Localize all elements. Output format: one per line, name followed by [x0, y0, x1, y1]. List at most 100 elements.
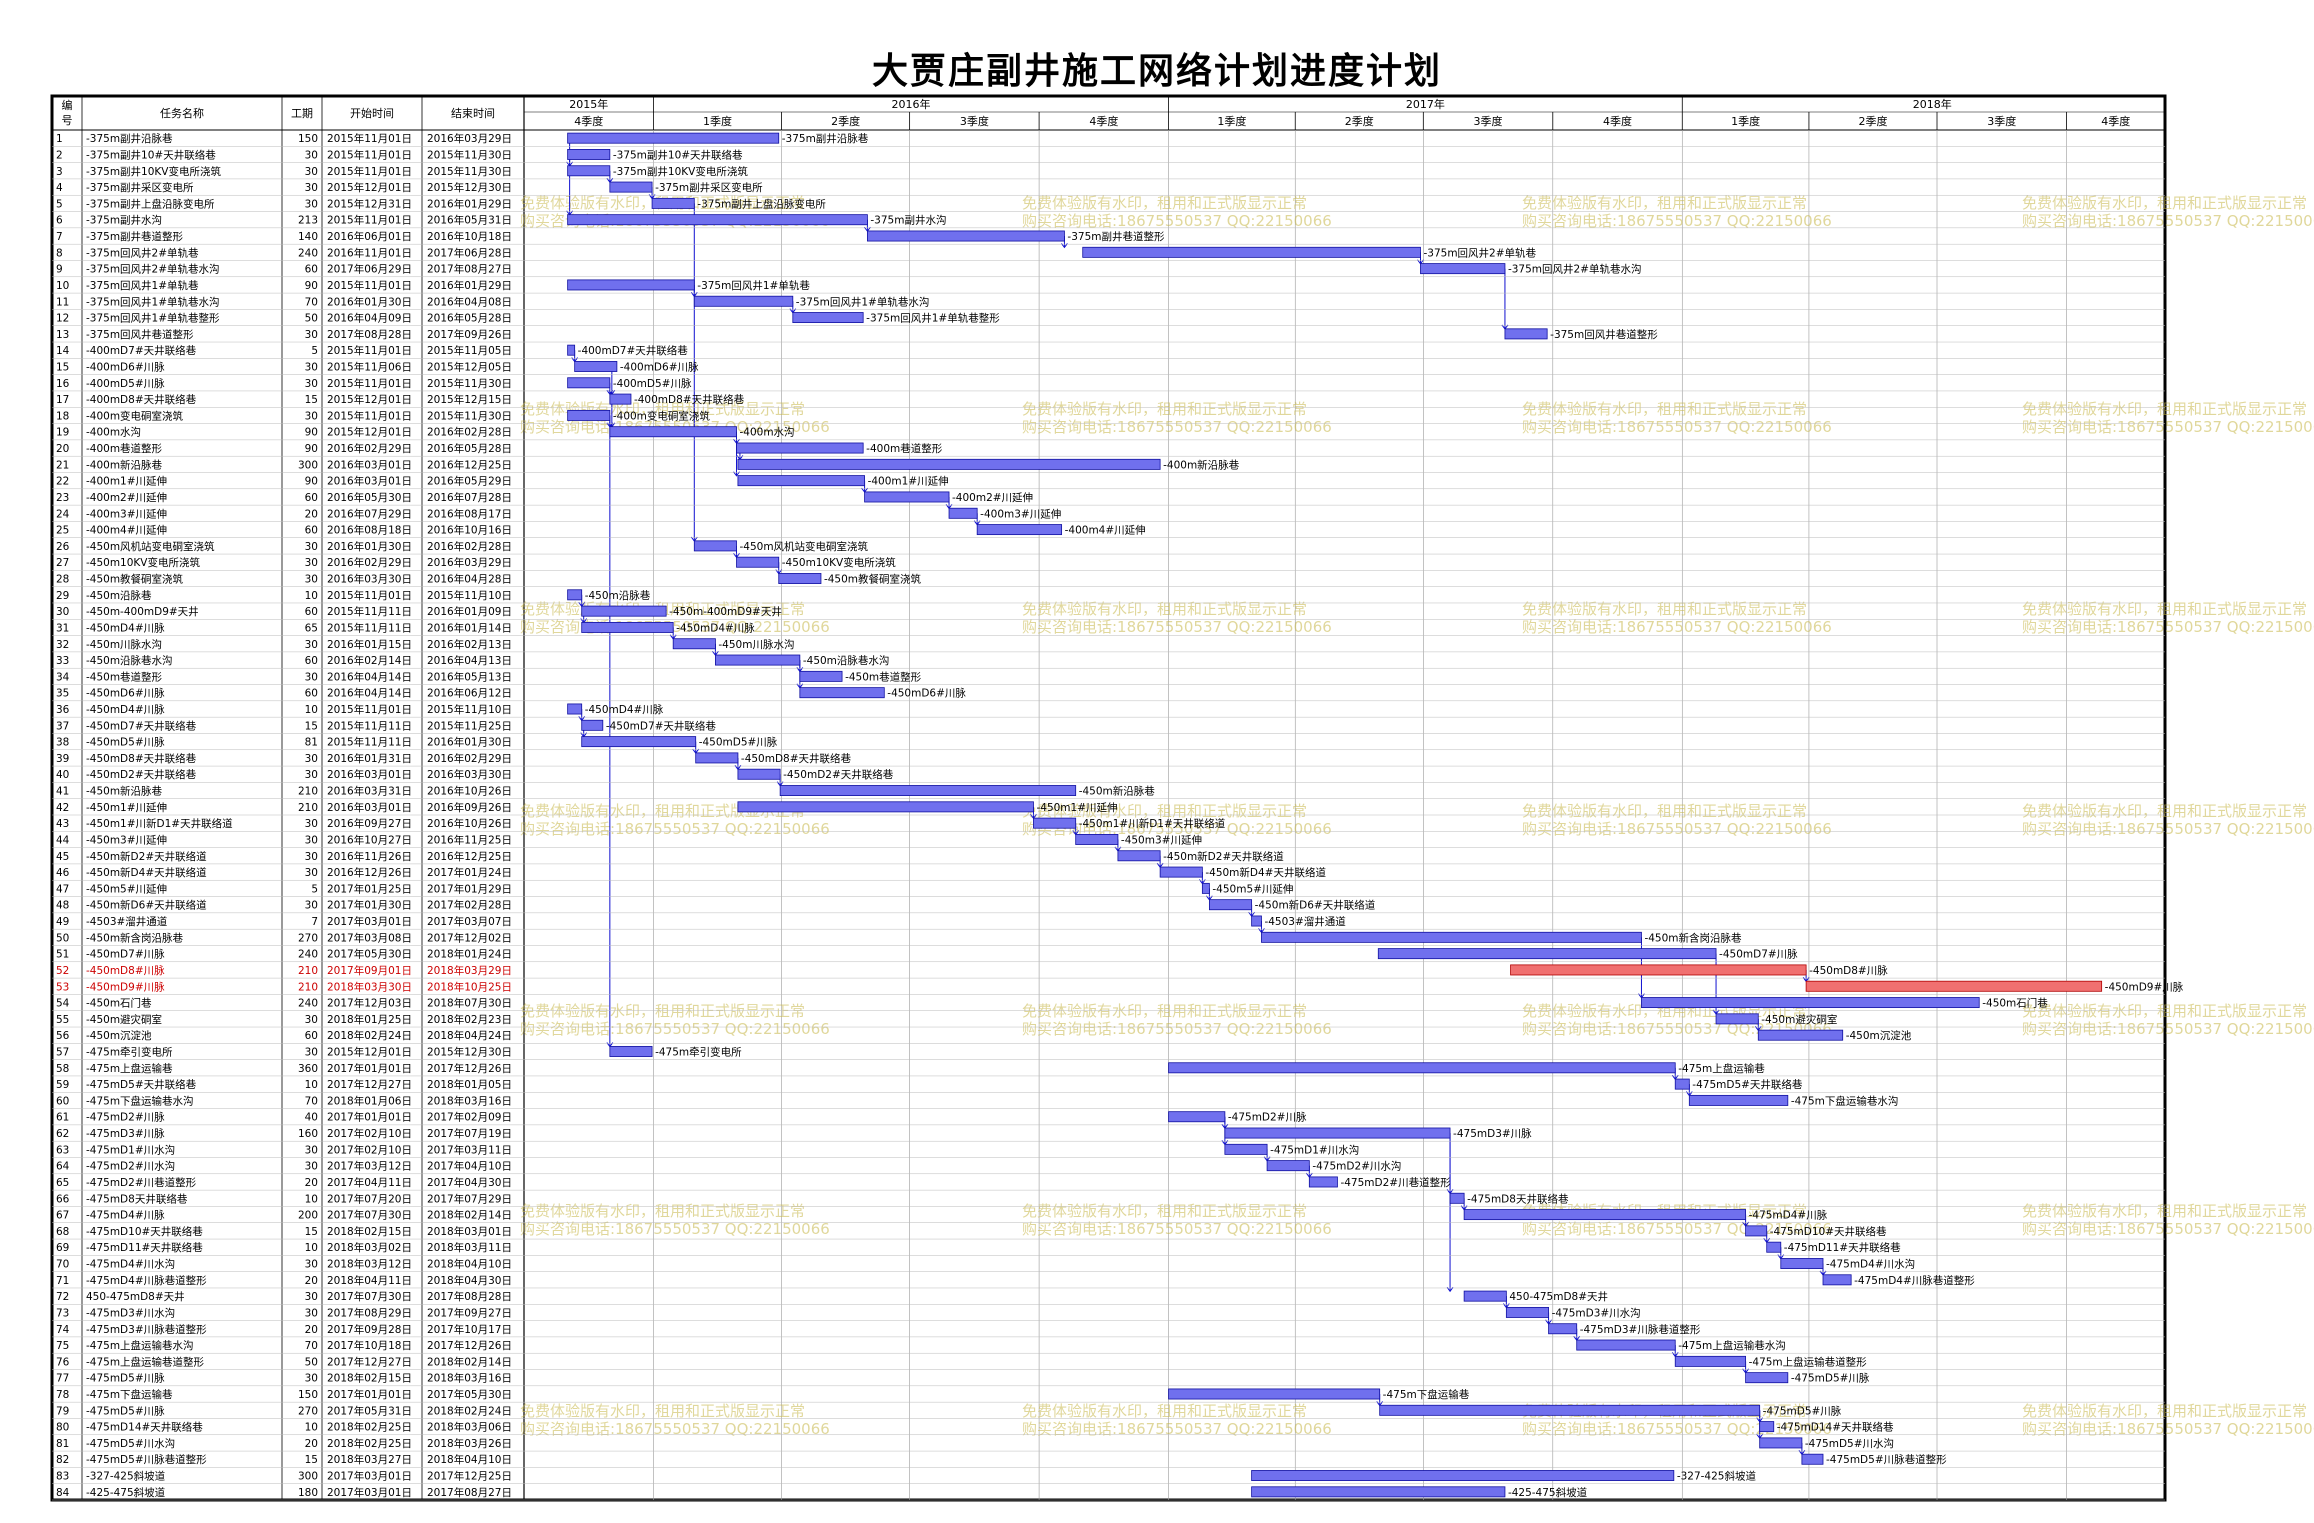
- task-name: -475mD14#天井联络巷: [86, 1421, 203, 1434]
- task-end: 2016年06月12日: [427, 687, 512, 700]
- task-end: 2017年08月27日: [427, 1486, 512, 1499]
- watermark-text: 购买咨询电话:18675550537 QQ:22150066: [2022, 618, 2314, 636]
- task-name: -400m4#川延伸: [86, 525, 167, 537]
- task-bar: [1745, 1225, 1768, 1237]
- task-bar-label: -475mD3#川脉: [1453, 1127, 1532, 1140]
- task-name: -450m1#川新D1#天井联络道: [86, 817, 233, 830]
- task-bar-label: -450m新D2#天井联络道: [1163, 850, 1284, 863]
- task-end: 2016年02月29日: [427, 752, 512, 765]
- watermark-text: 购买咨询电话:18675550537 QQ:22150066: [520, 820, 830, 838]
- task-bar: [1548, 1323, 1578, 1335]
- year-label: 2017年: [1406, 97, 1445, 111]
- task-name: -400mD8#天井联络巷: [86, 393, 197, 406]
- task-bar-label: -400mD8#天井联络巷: [634, 393, 745, 406]
- task-duration: 30: [305, 900, 318, 912]
- task-bar-label: -400m2#川延伸: [952, 492, 1033, 504]
- watermark-text: 购买咨询电话:18675550537 QQ:22150066: [520, 1220, 830, 1238]
- task-name: -375m回风井1#单轨巷水沟: [86, 295, 220, 308]
- task-start: 2016年10月27日: [327, 833, 412, 846]
- task-bar-label: -450mD7#川脉: [1719, 948, 1798, 961]
- watermark-text: 免费体验版有水印，租用和正式版显示正常: [2022, 802, 2307, 820]
- task-duration: 30: [305, 851, 318, 863]
- task-bar-label: -450m教餐硐室浇筑: [824, 573, 922, 586]
- task-start: 2017年01月01日: [327, 1062, 412, 1075]
- task-bar: [736, 556, 780, 568]
- task-name: -450m1#川延伸: [86, 802, 167, 814]
- task-end: 2018年03月06日: [427, 1421, 512, 1434]
- table-row: 34 -450m巷道整形 30 2016年04月14日 2016年05月13日: [52, 670, 2165, 685]
- task-bar-label: -450m1#川延伸: [1036, 802, 1117, 814]
- task-start: 2016年03月01日: [327, 458, 412, 471]
- task-name: -450m教餐硐室浇筑: [86, 573, 184, 586]
- watermark-text: 购买咨询电话:18675550537 QQ:22150066: [1022, 618, 1332, 636]
- task-end: 2017年02月09日: [427, 1111, 512, 1124]
- table-row: 54 -450m石门巷 240 2017年12月03日 2018年07月30日: [52, 997, 2165, 1011]
- table-row: 25 -400m4#川延伸 60 2016年08月18日 2016年10月16日: [52, 524, 2165, 538]
- task-end: 2016年09月26日: [427, 801, 512, 814]
- task-end: 2016年04月13日: [427, 654, 512, 667]
- task-name: -475mD4#川脉: [86, 1209, 165, 1222]
- table-row: 30 -450m-400mD9#天井 60 2015年11月11日 2016年01月09…: [52, 605, 2165, 620]
- task-bar: [1745, 1372, 1789, 1384]
- task-bar-label: -375m副井上盘沿脉变电所: [697, 197, 826, 210]
- task-id: 27: [56, 557, 69, 569]
- task-start: 2017年05月31日: [327, 1404, 412, 1417]
- task-end: 2016年10月26日: [427, 817, 512, 830]
- task-id: 23: [56, 492, 69, 504]
- task-id: 26: [56, 541, 70, 553]
- task-duration: 90: [305, 476, 318, 488]
- task-start: 2016年01月31日: [327, 752, 412, 765]
- task-bar: [1261, 931, 1642, 943]
- task-id: 63: [56, 1144, 69, 1156]
- task-duration: 90: [305, 443, 318, 455]
- task-start: 2016年11月01日: [327, 246, 412, 259]
- task-id: 70: [56, 1259, 69, 1271]
- watermark-text: 购买咨询电话:18675550537 QQ:22150066: [1522, 1020, 1832, 1038]
- task-bar: [1224, 1143, 1268, 1155]
- task-start: 2018年03月02日: [327, 1241, 412, 1254]
- task-end: 2018年04月30日: [427, 1274, 512, 1287]
- table-row: 76 -475m上盘运输巷道整形 50 2017年12月27日 2018年02月14日: [52, 1355, 2165, 1370]
- watermark-text: 免费体验版有水印，租用和正式版显示正常: [520, 1002, 805, 1020]
- watermark-text: 免费体验版有水印，租用和正式版显示正常: [2022, 600, 2307, 618]
- watermark-text: 免费体验版有水印，租用和正式版显示正常: [1522, 400, 1807, 418]
- task-bar-label: -475mD5#川脉: [1791, 1372, 1870, 1385]
- task-end: 2018年02月14日: [427, 1355, 512, 1368]
- task-duration: 70: [305, 1340, 318, 1352]
- task-name: -475mD4#川水沟: [86, 1258, 175, 1271]
- task-duration: 213: [298, 215, 318, 227]
- task-end: 2016年01月29日: [427, 197, 512, 210]
- task-duration: 10: [305, 1193, 318, 1205]
- table-row: 37 -450mD7#天井联络巷 15 2015年11月11日 2015年11月25日: [52, 719, 2165, 734]
- table-row: 13 -375m回风井巷道整形 30 2017年08月28日 2017年09月26日: [52, 328, 2165, 343]
- task-bar: [567, 214, 868, 226]
- task-duration: 60: [305, 655, 318, 667]
- task-bar-label: -450m沿脉巷: [585, 589, 651, 602]
- quarter-label: 3季度: [1474, 114, 1503, 128]
- watermark-text: 免费体验版有水印，租用和正式版显示正常: [1522, 802, 1807, 820]
- task-bar: [574, 361, 618, 372]
- task-end: 2016年10月18日: [427, 230, 512, 243]
- task-bars: -375m副井沿脉巷 -375m副井10#天井联络巷 -375m副井10KV变电所浇…: [567, 132, 2184, 1499]
- task-start: 2016年04月14日: [327, 687, 412, 700]
- task-start: 2018年02月24日: [327, 1029, 412, 1042]
- task-duration: 15: [305, 1454, 318, 1466]
- watermark-text: 购买咨询电话:18675550537 QQ:22150066: [2022, 1220, 2314, 1238]
- task-start: 2016年02月14日: [327, 654, 412, 667]
- task-end: 2017年08月27日: [427, 263, 512, 276]
- table-row: 62 -475mD3#川脉 160 2017年02月10日 2017年07月19日: [52, 1127, 2165, 1142]
- task-bar-label: -375m副井水沟: [870, 214, 946, 227]
- table-row: 18 -400m变电硐室浇筑 30 2015年11月01日 2015年11月30日: [52, 409, 2165, 424]
- task-bar: [609, 1046, 653, 1057]
- task-name: -475mD5#川水沟: [86, 1437, 175, 1450]
- task-bar-label: -375m回风井1#单轨巷整形: [866, 312, 1000, 325]
- task-duration: 240: [298, 998, 318, 1010]
- task-start: 2016年04月14日: [327, 670, 412, 683]
- task-bar-label: -475mD4#川脉: [1749, 1209, 1828, 1222]
- task-bar: [1510, 964, 1807, 976]
- quarter-label: 1季度: [1731, 114, 1760, 128]
- task-name: -450mD5#川脉: [86, 736, 165, 749]
- task-duration: 30: [305, 1014, 318, 1026]
- task-duration: 20: [305, 1177, 318, 1189]
- task-name: -450mD6#川脉: [86, 687, 165, 700]
